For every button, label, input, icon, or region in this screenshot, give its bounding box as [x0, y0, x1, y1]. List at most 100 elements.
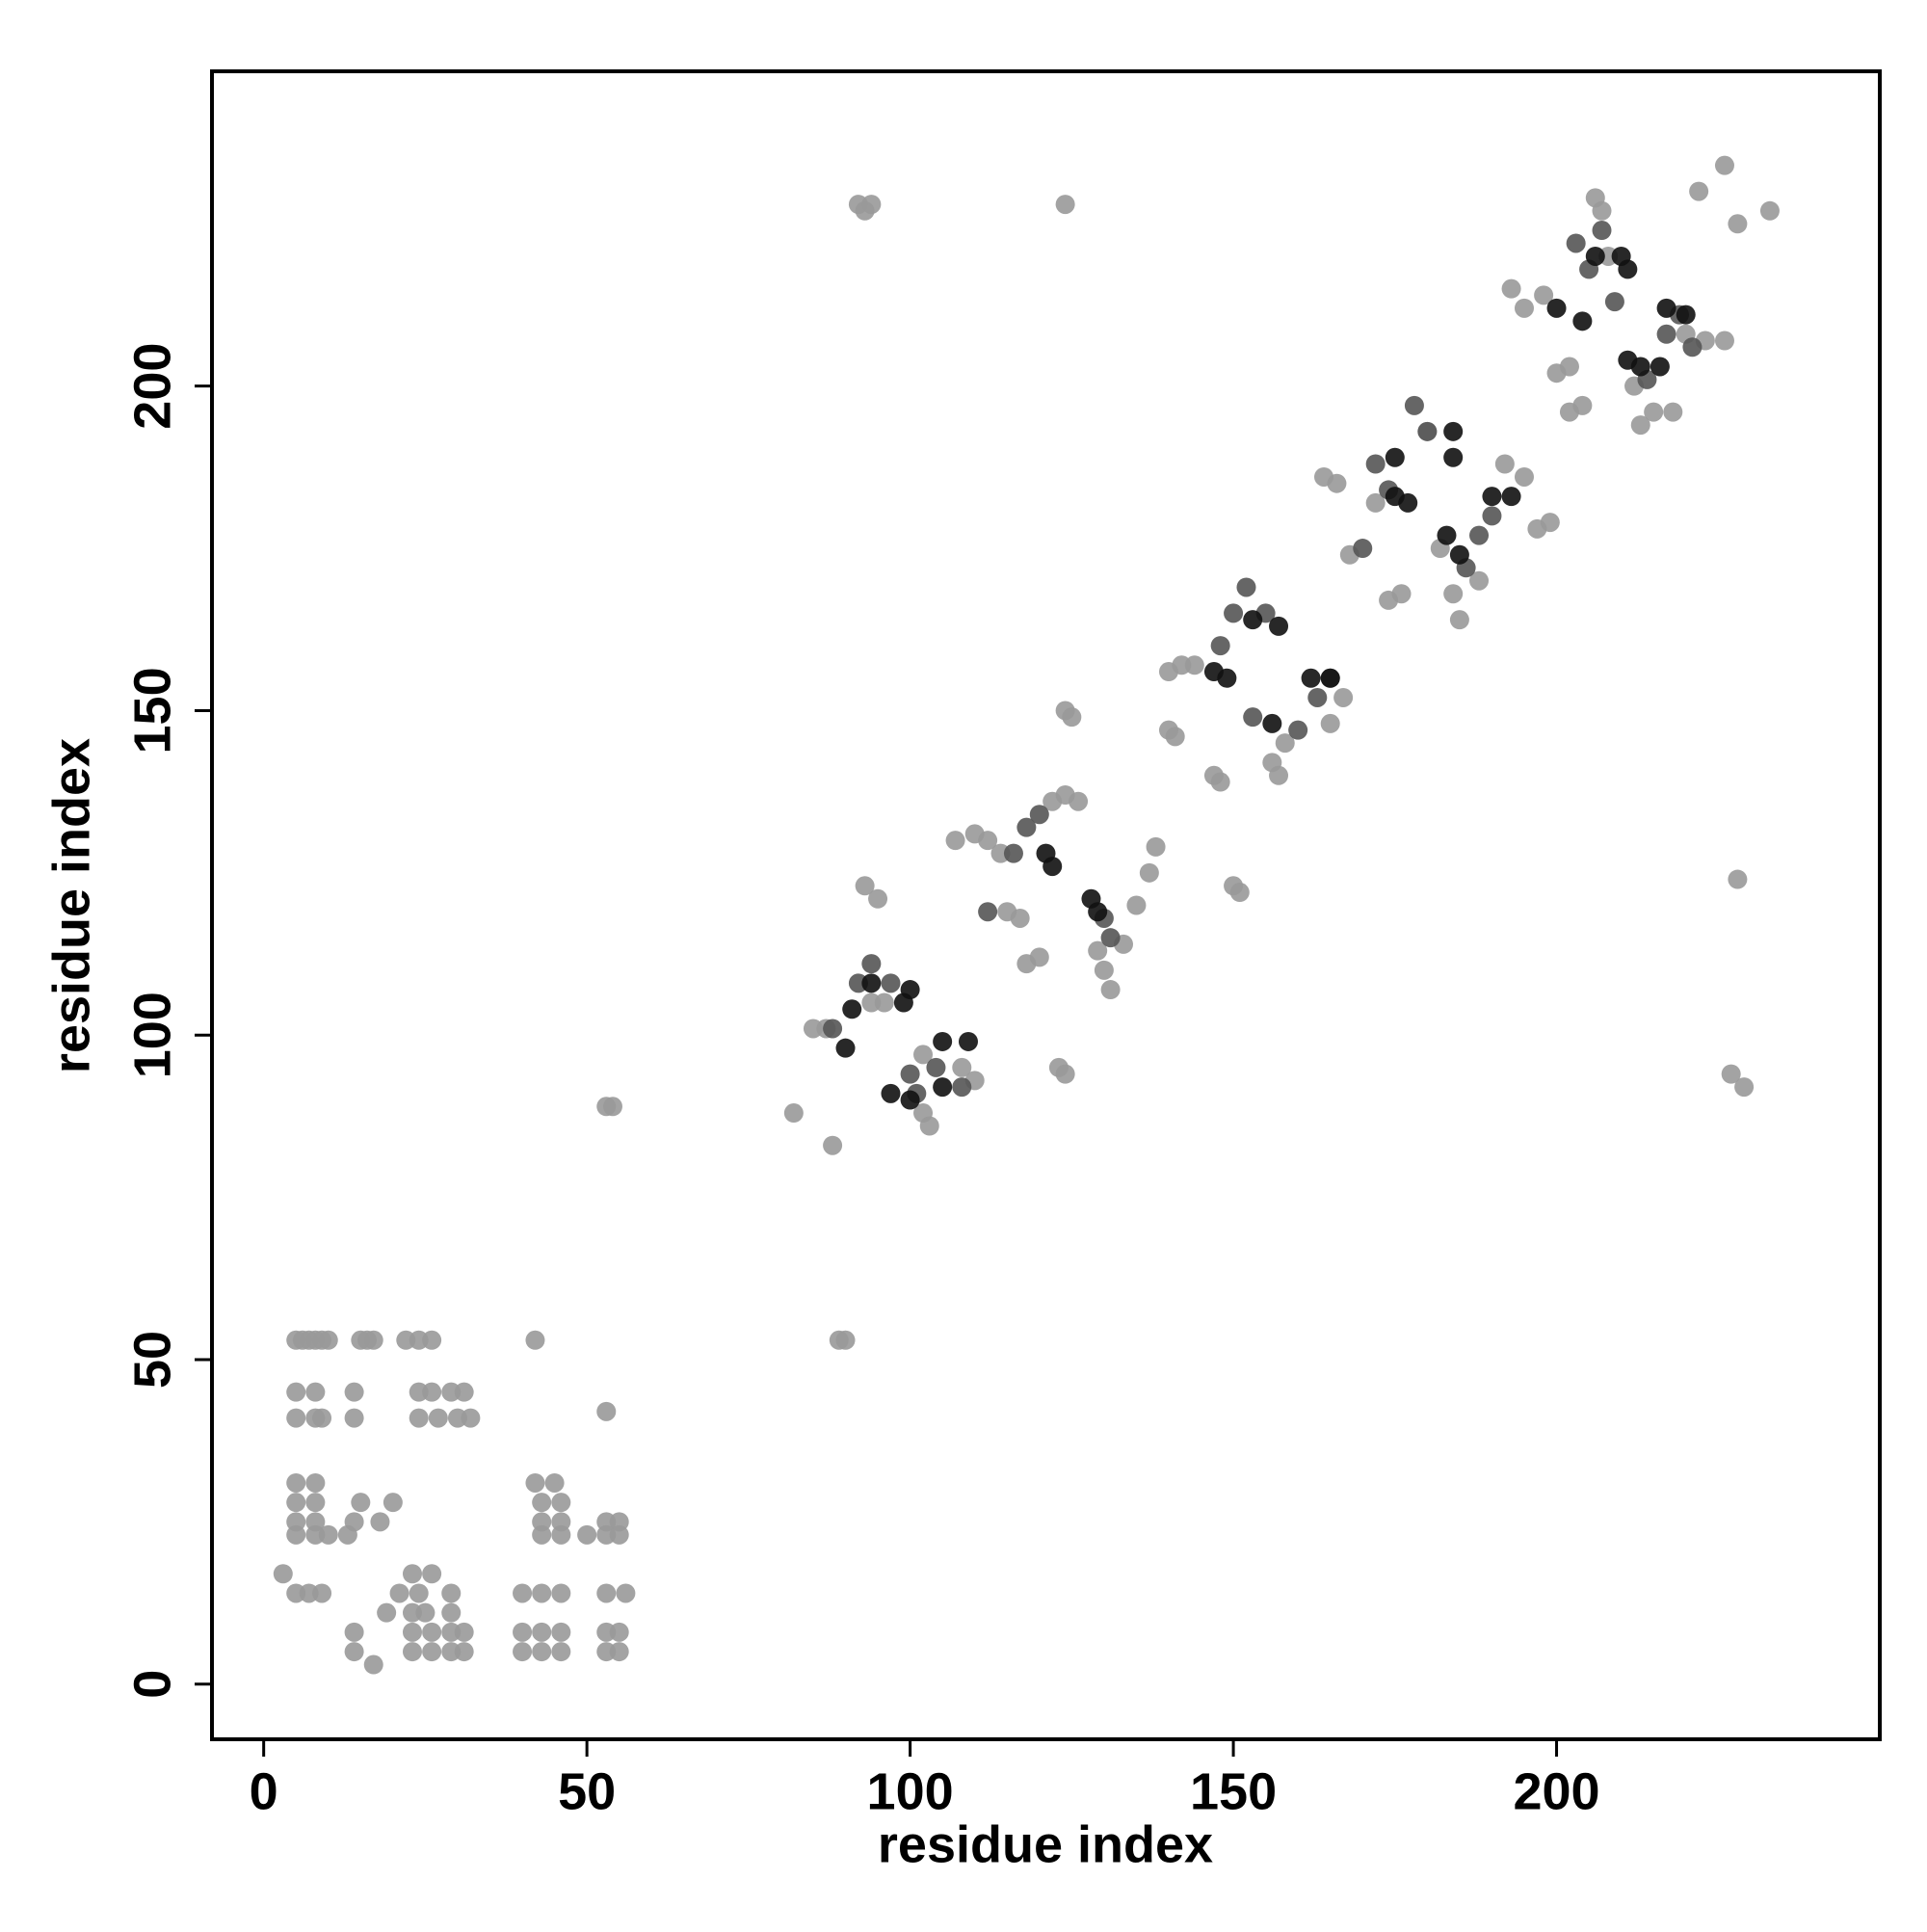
- point: [441, 1602, 462, 1623]
- point: [1288, 720, 1308, 740]
- point: [1210, 772, 1230, 792]
- point: [861, 195, 882, 215]
- point: [286, 1382, 306, 1402]
- point: [1236, 577, 1256, 597]
- point: [900, 1064, 920, 1084]
- point: [900, 1090, 920, 1110]
- point: [1443, 447, 1464, 467]
- point: [1029, 947, 1049, 967]
- point: [513, 1583, 533, 1603]
- point: [1728, 214, 1748, 234]
- point: [422, 1382, 442, 1402]
- point: [1353, 539, 1373, 559]
- point: [1243, 707, 1263, 728]
- point: [337, 1524, 357, 1545]
- point: [312, 1408, 332, 1428]
- point: [1546, 298, 1567, 318]
- point: [1043, 857, 1063, 877]
- point: [1100, 980, 1121, 1000]
- point: [344, 1622, 364, 1642]
- point: [318, 1330, 338, 1350]
- x-tick-label: 50: [558, 1762, 616, 1820]
- point: [377, 1602, 397, 1623]
- point: [1417, 421, 1438, 441]
- point: [305, 1382, 326, 1402]
- point: [1728, 869, 1748, 889]
- point: [1126, 895, 1147, 915]
- point: [383, 1493, 403, 1513]
- point: [402, 1642, 422, 1662]
- point: [551, 1622, 571, 1642]
- x-tick-label: 150: [1190, 1762, 1277, 1820]
- point: [551, 1524, 571, 1545]
- point: [919, 1116, 939, 1136]
- point: [1449, 544, 1469, 565]
- y-tick-label: 150: [123, 667, 181, 754]
- point: [823, 1135, 843, 1155]
- point: [609, 1622, 629, 1642]
- point: [1320, 668, 1340, 688]
- point: [351, 1493, 371, 1513]
- point: [1016, 817, 1037, 837]
- point: [1100, 928, 1121, 948]
- point: [1714, 331, 1734, 351]
- point: [402, 1564, 422, 1584]
- point: [900, 980, 920, 1000]
- point: [1398, 492, 1418, 513]
- point: [363, 1654, 383, 1675]
- point: [1210, 636, 1230, 656]
- point: [1449, 610, 1469, 630]
- point: [415, 1602, 436, 1623]
- point: [1482, 487, 1502, 507]
- point: [305, 1493, 326, 1513]
- point: [933, 1077, 953, 1098]
- point: [1088, 902, 1108, 922]
- point: [933, 1031, 953, 1051]
- point: [409, 1408, 429, 1428]
- point: [1184, 655, 1204, 675]
- point: [1566, 233, 1586, 253]
- point: [1307, 687, 1328, 707]
- point: [609, 1524, 629, 1545]
- point: [318, 1524, 338, 1545]
- point: [1003, 843, 1023, 863]
- point: [868, 888, 888, 909]
- point: [1269, 616, 1289, 636]
- point: [422, 1622, 442, 1642]
- point: [783, 1103, 804, 1124]
- point: [1604, 292, 1624, 312]
- point: [461, 1408, 481, 1428]
- point: [1618, 259, 1638, 279]
- point: [441, 1583, 462, 1603]
- point: [1514, 466, 1534, 487]
- point: [596, 1583, 617, 1603]
- point: [1217, 668, 1237, 688]
- point: [525, 1330, 545, 1350]
- point: [1650, 357, 1670, 377]
- point: [428, 1408, 448, 1428]
- y-tick-label: 50: [123, 1331, 181, 1389]
- point: [454, 1642, 474, 1662]
- point: [1269, 765, 1289, 785]
- point: [1585, 246, 1605, 266]
- point: [1514, 298, 1534, 318]
- point: [1365, 492, 1386, 513]
- point: [1437, 525, 1457, 545]
- point: [286, 1524, 306, 1545]
- point: [525, 1472, 545, 1493]
- point: [861, 954, 882, 974]
- point: [363, 1330, 383, 1350]
- point: [551, 1583, 571, 1603]
- point: [513, 1622, 533, 1642]
- point: [609, 1642, 629, 1662]
- point: [454, 1382, 474, 1402]
- point: [835, 1038, 856, 1058]
- point: [874, 992, 894, 1013]
- point: [344, 1408, 364, 1428]
- point: [1630, 415, 1650, 436]
- y-tick-label: 100: [123, 992, 181, 1078]
- x-tick-label: 0: [250, 1762, 278, 1820]
- point: [1365, 454, 1386, 474]
- point: [1656, 298, 1676, 318]
